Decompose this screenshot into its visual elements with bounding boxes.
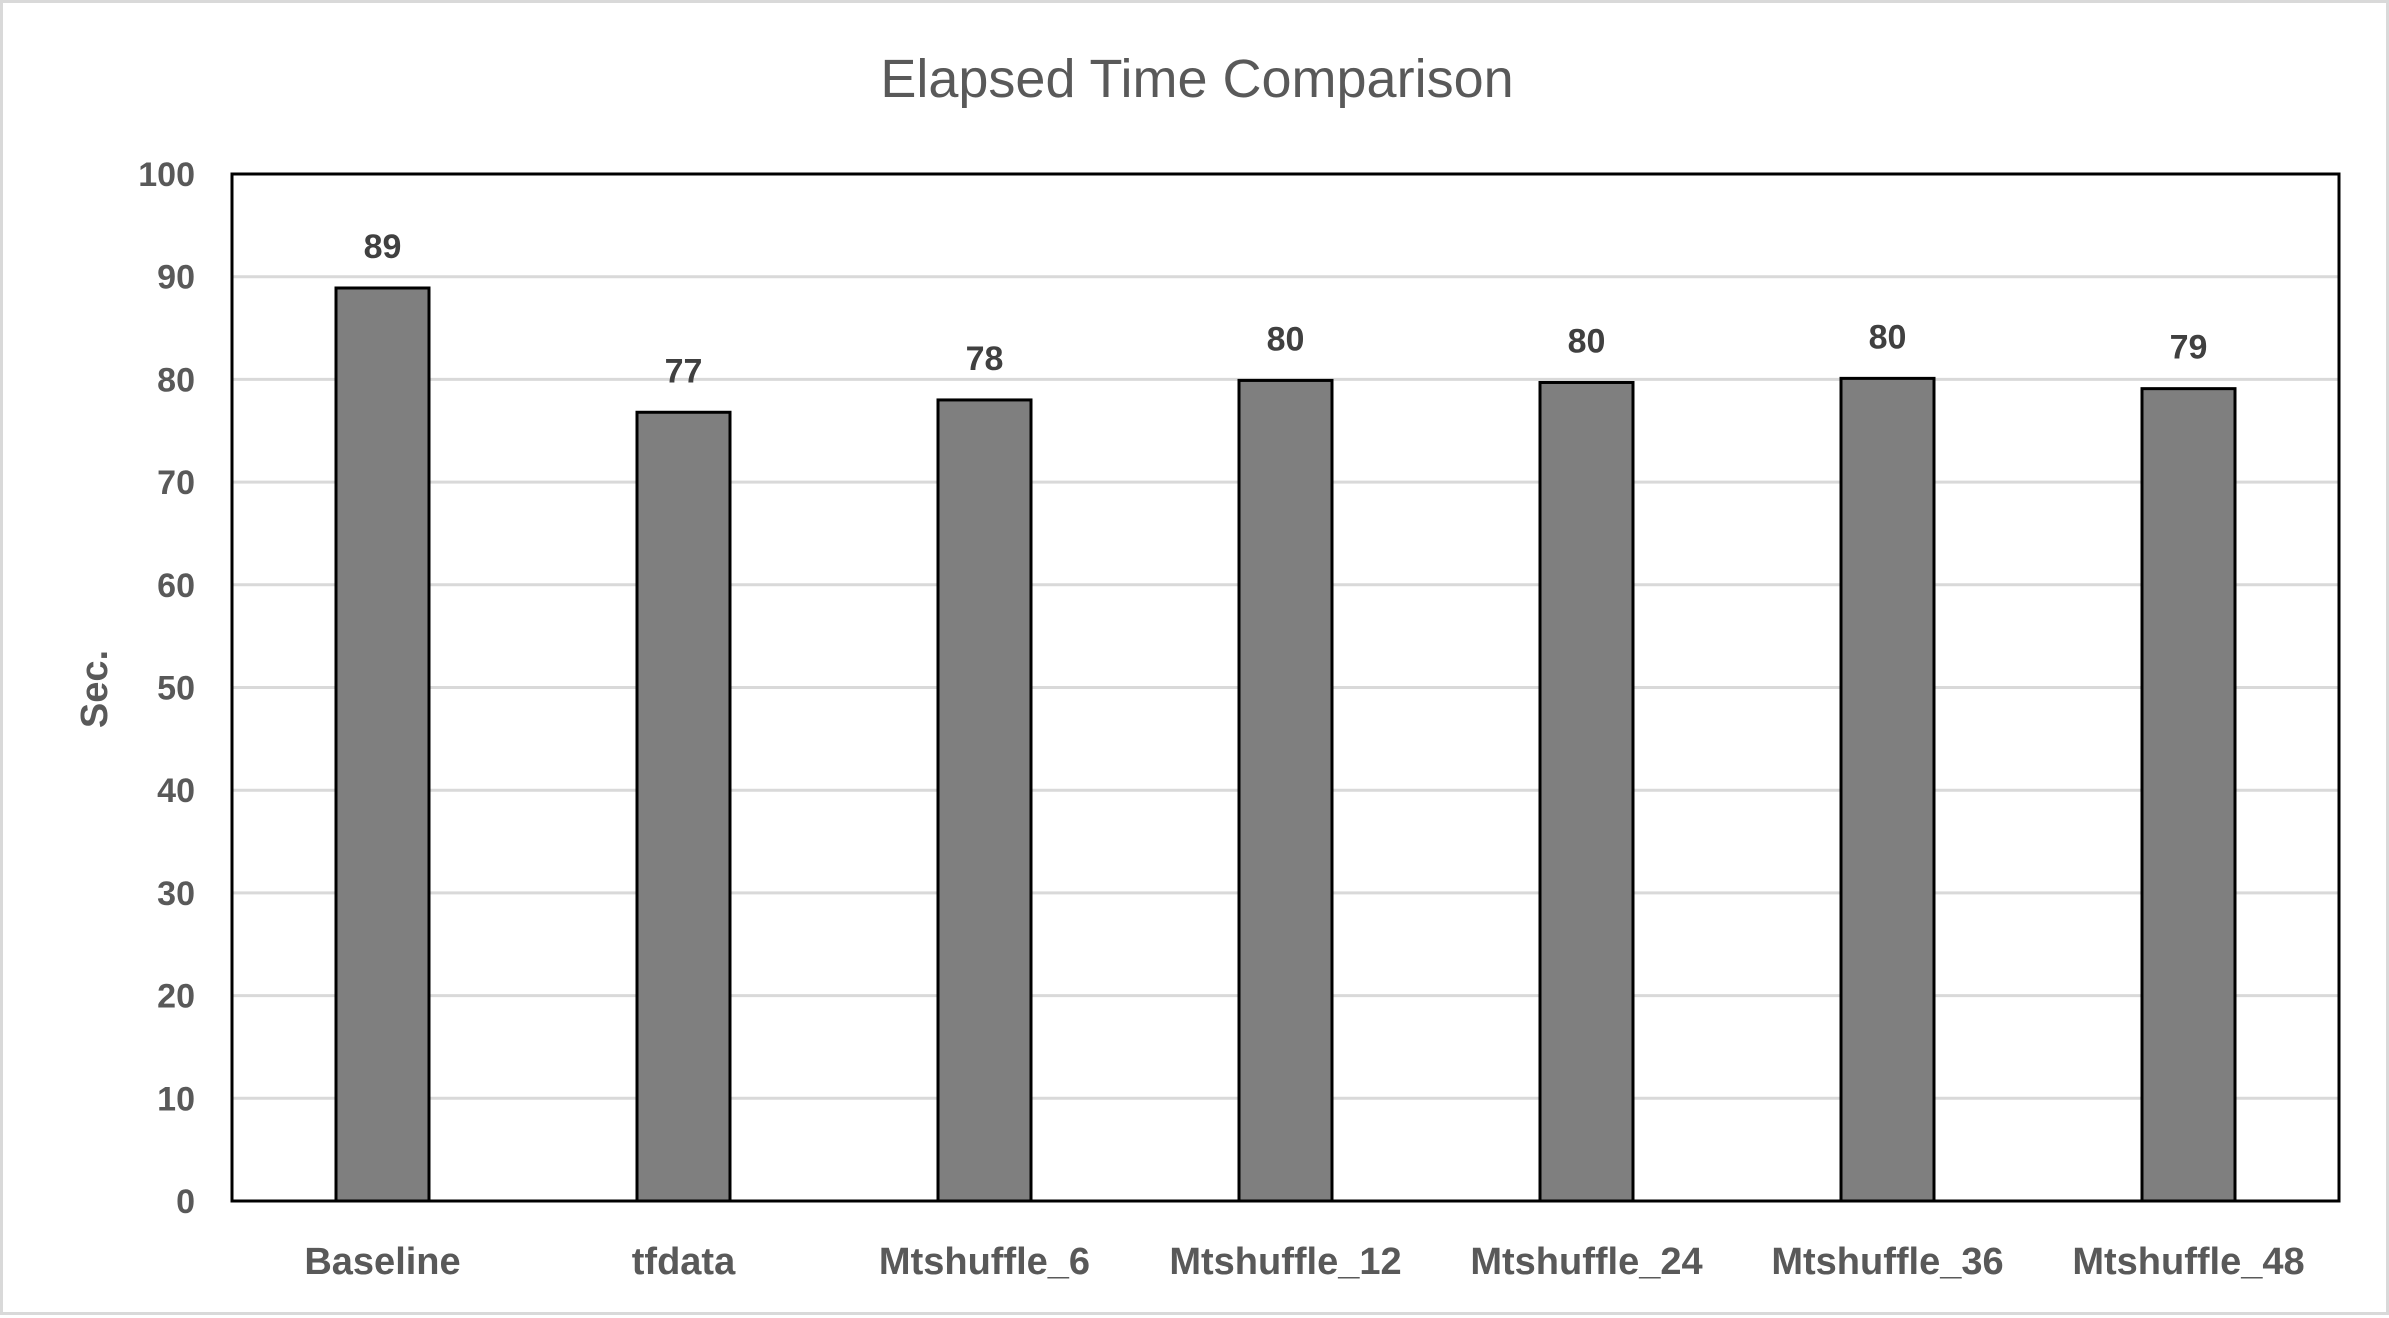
data-label: 80 <box>1869 318 1907 356</box>
y-tick-label: 60 <box>157 567 195 605</box>
y-tick-label: 50 <box>157 670 195 708</box>
y-axis-ticks: 0 10 20 30 40 50 60 70 80 90 100 <box>138 156 195 1221</box>
data-label: 80 <box>1267 320 1305 358</box>
bar <box>1237 378 1334 1203</box>
bar <box>2140 387 2237 1203</box>
data-label: 89 <box>364 228 402 266</box>
bar <box>1538 380 1635 1203</box>
chart-title: Elapsed Time Comparison <box>880 49 1513 109</box>
x-tick-label: Mtshuffle_12 <box>1169 1241 1401 1283</box>
bar <box>334 286 431 1203</box>
y-tick-label: 10 <box>157 1080 195 1118</box>
data-label: 77 <box>665 352 703 390</box>
data-label: 78 <box>966 340 1004 378</box>
y-tick-label: 70 <box>157 464 195 502</box>
y-tick-label: 90 <box>157 259 195 297</box>
y-tick-label: 100 <box>138 156 195 194</box>
y-tick-label: 30 <box>157 875 195 913</box>
x-axis-ticks: Baseline tfdata Mtshuffle_6 Mtshuffle_12 Mts… <box>304 1241 2304 1283</box>
x-tick-label: Mtshuffle_48 <box>2072 1241 2304 1283</box>
data-labels: 89 77 78 80 80 80 79 <box>364 228 2208 390</box>
y-axis-label: Sec. <box>74 650 116 728</box>
bar <box>936 398 1033 1203</box>
x-tick-label: Mtshuffle_36 <box>1771 1241 2003 1283</box>
data-label: 79 <box>2170 329 2208 367</box>
bar <box>635 410 732 1203</box>
bars <box>334 286 2237 1203</box>
y-tick-label: 80 <box>157 361 195 399</box>
x-tick-label: Mtshuffle_6 <box>879 1241 1090 1283</box>
plot-area-border <box>230 172 2341 1203</box>
y-tick-label: 0 <box>176 1183 195 1221</box>
y-tick-label: 40 <box>157 772 195 810</box>
y-tick-label: 20 <box>157 978 195 1016</box>
bar <box>1839 376 1936 1203</box>
x-tick-label: Mtshuffle_24 <box>1470 1241 1702 1283</box>
x-tick-label: Baseline <box>304 1241 460 1283</box>
x-tick-label: tfdata <box>632 1241 736 1283</box>
data-label: 80 <box>1568 322 1606 360</box>
